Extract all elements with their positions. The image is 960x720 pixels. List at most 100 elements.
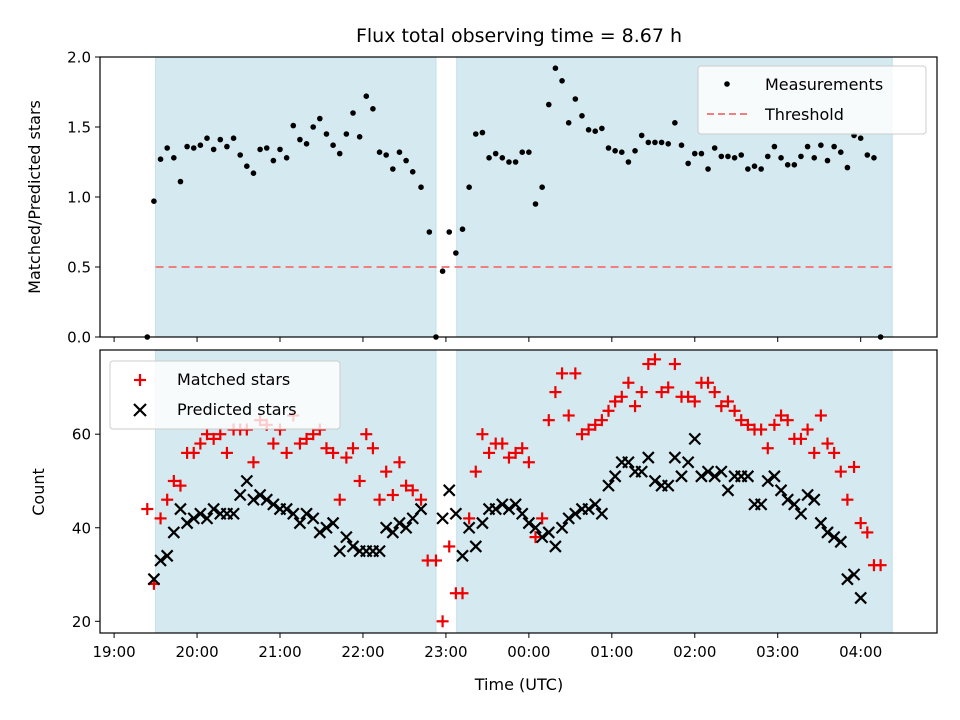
matched-stars-point [214, 428, 227, 441]
matched-stars-point [373, 493, 386, 506]
predicted-stars-point [167, 526, 181, 539]
bottom-y-tick-label-1: 40 [72, 519, 91, 537]
matched-stars-point [327, 446, 340, 459]
measurement-point [778, 155, 784, 161]
predicted-stars-point [154, 554, 167, 567]
measurement-point [263, 145, 270, 151]
predicted-stars-point [260, 493, 274, 506]
matched-stars-point [141, 503, 154, 516]
matched-stars-point [629, 400, 642, 413]
predicted-stars-point [814, 516, 828, 530]
bottom-axis-ticks: 19:00 20:00 21:00 22:00 23:00 00:00 01:00 02:00… [72, 426, 882, 661]
matched-stars-point [496, 437, 509, 450]
predicted-stars-point [688, 432, 702, 446]
measurement-point [283, 155, 290, 161]
top-y-tick-label-4: 2.0 [67, 49, 91, 67]
measurement-point [390, 166, 396, 172]
matched-stars-point [702, 376, 715, 389]
predicted-stars-point [469, 540, 483, 553]
measurement-point [230, 135, 237, 141]
predicted-stars-point [293, 516, 307, 530]
predicted-stars-point [393, 516, 406, 530]
measurement-point [396, 149, 403, 155]
predicted-stars-point [854, 591, 867, 605]
matched-stars-point [595, 414, 608, 427]
measurement-point [685, 160, 691, 167]
predicted-stars-point [582, 502, 595, 516]
matched-stars-point [340, 451, 353, 464]
predicted-stars-point [227, 507, 240, 520]
measurement-point [798, 153, 804, 160]
predicted-stars-point [267, 498, 280, 511]
top-y-tick-label-1: 0.5 [67, 259, 91, 277]
predicted-stars-point [194, 507, 207, 520]
measurement-point [618, 149, 625, 155]
predicted-stars-point [187, 512, 201, 525]
measurement-point [323, 131, 330, 137]
measurement-point [190, 145, 197, 151]
x-tick-label-7: 02:00 [673, 643, 716, 661]
predicted-stars-point [715, 465, 728, 478]
measurement-point [545, 101, 552, 108]
measurement-point [784, 162, 791, 168]
matched-stars-point [562, 409, 575, 422]
predicted-stars-point [436, 512, 449, 525]
measurement-point [705, 166, 711, 172]
measurement-point [290, 122, 297, 129]
measurement-point [559, 78, 565, 84]
predicted-stars-point [496, 498, 509, 511]
matched-stars-point [635, 386, 648, 399]
matched-stars-point [476, 428, 489, 441]
matched-stars-point [429, 554, 442, 567]
predicted-stars-point [174, 502, 187, 516]
matched-stars-point [267, 437, 280, 450]
measurement-point [738, 152, 745, 158]
measurement-point [224, 143, 230, 150]
measurement-point [370, 106, 376, 112]
predicted-stars-point [675, 470, 688, 483]
measurement-point [711, 145, 718, 151]
top-shade-0 [155, 56, 437, 338]
predicted-stars-point [449, 507, 463, 520]
legend-measurements-label: Measurements [765, 75, 883, 94]
bottom-y-tick-label-0: 20 [72, 613, 91, 631]
predicted-stars-point [821, 526, 834, 539]
measurement-point [526, 149, 532, 155]
matched-stars-point [814, 409, 827, 422]
matched-stars-point [194, 437, 207, 450]
predicted-stars-point [522, 516, 536, 530]
measurement-point [824, 157, 831, 164]
predicted-stars-point [701, 465, 715, 478]
predicted-stars-point [306, 512, 320, 525]
predicted-stars-point [442, 484, 456, 497]
x-axis-label: Time (UTC) [474, 675, 563, 694]
measurement-point [204, 135, 210, 141]
measurement-point [157, 156, 164, 162]
measurement-point [303, 141, 310, 147]
predicted-stars-point [287, 507, 300, 520]
measurement-point [409, 169, 416, 175]
matched-stars-point [688, 395, 701, 408]
measurement-point [665, 141, 672, 147]
matched-stars-point [569, 367, 582, 380]
measurement-point [758, 166, 764, 172]
predicted-stars-point [642, 451, 655, 464]
matched-stars-point [463, 512, 476, 525]
predicted-stars-point [280, 502, 293, 516]
predicted-stars-point [588, 498, 602, 511]
measurement-point [317, 115, 323, 122]
legend-threshold-label: Threshold [764, 105, 844, 124]
top-y-axis-label: Matched/Predicted stars [25, 100, 44, 294]
matched-stars-point [775, 409, 788, 422]
predicted-stars-point [569, 507, 582, 520]
measurement-point [532, 201, 539, 207]
matched-stars-point [347, 442, 360, 455]
measurement-point [184, 143, 190, 150]
predicted-stars-point [200, 512, 214, 525]
predicted-stars-point [708, 470, 721, 483]
matched-stars-point [828, 446, 841, 459]
predicted-stars-point [502, 502, 516, 516]
matched-stars-point [300, 432, 313, 445]
predicted-stars-point [333, 544, 347, 558]
top-y-tick-label-0: 0.0 [67, 329, 91, 347]
